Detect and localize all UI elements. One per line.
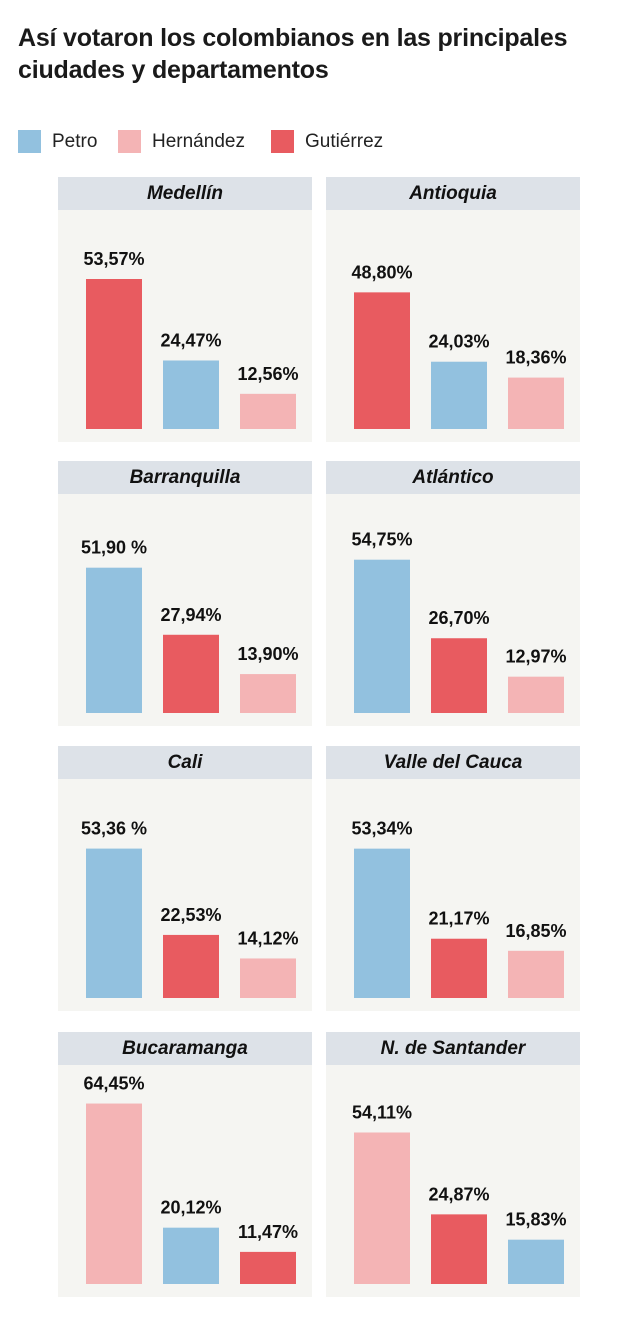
panel-cali: Cali 53,36 % 22,53% 14,12% (58, 746, 312, 1011)
bar-value-label: 13,90% (237, 644, 298, 664)
panel-title-valle-del-cauca: Valle del Cauca (383, 752, 523, 773)
legend-swatch-petro (18, 130, 41, 153)
panel-header (58, 1032, 312, 1065)
legend-label-gutierrez: Gutiérrez (305, 131, 384, 152)
panel-atlantico: Atlántico 54,75% 26,70% 12,97% (326, 461, 580, 726)
panel-header (326, 746, 580, 779)
bar-chart-antioquia: 48,80% 24,03% 18,36% (351, 262, 567, 429)
bar-chart-medellin: 53,57% 24,47% 12,56% (83, 249, 299, 429)
panel-title-bucaramanga: Bucaramanga (122, 1038, 248, 1059)
bar-value-label: 53,34% (351, 819, 412, 839)
bar-petro (163, 360, 219, 429)
bar-petro (86, 567, 142, 713)
bar-petro (86, 848, 142, 998)
bar-value-label: 24,03% (428, 332, 489, 352)
bar-hernandez (508, 950, 564, 998)
bar-value-label: 54,11% (352, 1102, 412, 1122)
bar-value-label: 22,53% (160, 905, 221, 925)
bar-hernandez (240, 958, 296, 998)
panel-barranquilla: Barranquilla 51,90 % 27,94% 13,90% (58, 461, 312, 726)
bar-value-label: 21,17% (428, 909, 489, 929)
panel-header (326, 177, 580, 210)
bar-petro (431, 361, 487, 429)
panel-title-atlantico: Atlántico (412, 467, 494, 488)
bar-value-label: 64,45% (83, 1074, 144, 1094)
bar-hernandez (86, 1103, 142, 1284)
legend-swatch-hernandez (118, 130, 141, 153)
bar-gutierrez (431, 938, 487, 998)
bar-value-label: 54,75% (351, 530, 412, 550)
panel-header (326, 1032, 580, 1065)
panel-antioquia: Antioquia 48,80% 24,03% 18,36% (326, 177, 580, 442)
panel-bucaramanga: Bucaramanga 64,45% 20,12% 11,47% (58, 1032, 312, 1297)
bar-value-label: 53,57% (83, 249, 144, 269)
bar-value-label: 48,80% (351, 262, 412, 282)
bar-value-label: 26,70% (428, 608, 489, 628)
panel-title-cali: Cali (167, 752, 203, 773)
bar-petro (354, 848, 410, 998)
bar-gutierrez (163, 634, 219, 713)
bar-petro (508, 1239, 564, 1284)
panel-header (326, 461, 580, 494)
bar-gutierrez (431, 1214, 487, 1284)
panel-medellin: Medellín 53,57% 24,47% 12,56% (58, 177, 312, 442)
bar-value-label: 53,36 % (81, 819, 147, 839)
bar-hernandez (240, 674, 296, 713)
chart-title: Así votaron los colombianos en las princ… (18, 24, 568, 84)
bar-value-label: 51,90 % (81, 538, 147, 558)
legend-label-hernandez: Hernández (152, 131, 245, 152)
panel-title-antioquia: Antioquia (409, 183, 497, 204)
bar-value-label: 11,47% (238, 1222, 298, 1242)
panel-header (58, 461, 312, 494)
bar-hernandez (508, 676, 564, 713)
bar-value-label: 14,12% (237, 928, 298, 948)
panel-header (58, 177, 312, 210)
bar-gutierrez (163, 934, 219, 998)
bar-petro (163, 1227, 219, 1284)
bar-petro (354, 559, 410, 713)
panel-title-medellin: Medellín (146, 183, 223, 204)
bar-hernandez (240, 393, 296, 429)
bar-gutierrez (354, 292, 410, 429)
bar-value-label: 15,83% (505, 1210, 566, 1230)
bar-gutierrez (431, 638, 487, 713)
bar-value-label: 27,94% (160, 605, 221, 625)
bar-gutierrez (240, 1251, 296, 1284)
bar-hernandez (508, 377, 564, 429)
bar-value-label: 24,87% (428, 1184, 489, 1204)
bar-value-label: 12,56% (237, 364, 298, 384)
bar-hernandez (354, 1132, 410, 1284)
bar-chart-bucaramanga: 64,45% 20,12% 11,47% (83, 1074, 298, 1284)
bar-value-label: 12,97% (505, 647, 566, 667)
bar-chart-n-de-santander: 54,11% 24,87% 15,83% (352, 1102, 567, 1284)
bar-chart-cali: 53,36 % 22,53% 14,12% (81, 819, 299, 998)
legend-label-petro: Petro (52, 131, 98, 152)
bar-value-label: 24,47% (160, 330, 221, 350)
bar-value-label: 18,36% (505, 348, 566, 368)
panel-n-de-santander: N. de Santander 54,11% 24,87% 15,83% (326, 1032, 580, 1297)
panel-title-barranquilla: Barranquilla (129, 467, 241, 488)
bar-value-label: 20,12% (160, 1198, 221, 1218)
bar-chart-valle-del-cauca: 53,34% 21,17% 16,85% (351, 819, 567, 998)
bar-gutierrez (86, 279, 142, 429)
panel-title-n-de-santander: N. de Santander (380, 1038, 526, 1059)
bar-value-label: 16,85% (505, 921, 566, 941)
panel-header (58, 746, 312, 779)
legend-swatch-gutierrez (271, 130, 294, 153)
panel-valle-del-cauca: Valle del Cauca 53,34% 21,17% 16,85% (326, 746, 580, 1011)
bar-chart-atlantico: 54,75% 26,70% 12,97% (351, 530, 567, 713)
bar-chart-barranquilla: 51,90 % 27,94% 13,90% (81, 538, 299, 713)
